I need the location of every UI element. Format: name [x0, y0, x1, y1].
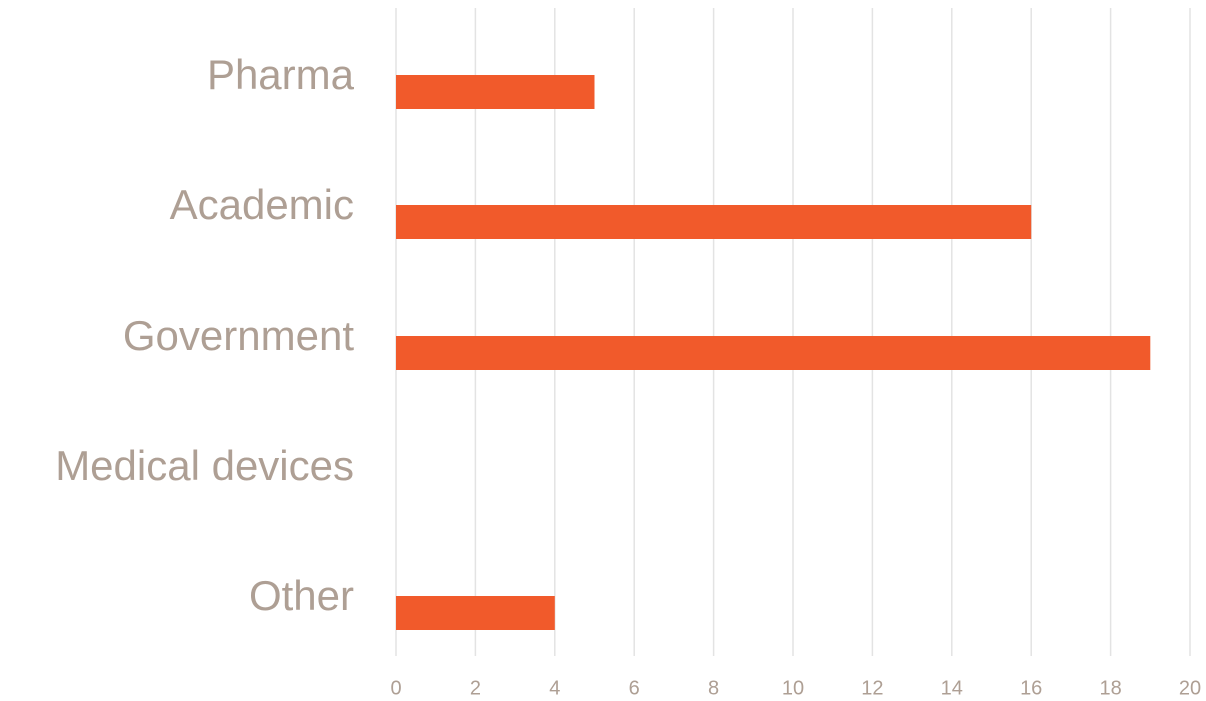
tick-label-20: 20: [1179, 677, 1201, 699]
tick-label-12: 12: [861, 677, 883, 699]
bar-academic: [396, 205, 1032, 239]
tick-label-6: 6: [629, 677, 640, 699]
tick-label-2: 2: [470, 677, 481, 699]
x-axis-tick-labels: 0 2 4 6 8 10 12 14 16 18 20: [390, 677, 1201, 699]
bar-other: [396, 596, 555, 630]
bar-pharma: [396, 75, 595, 109]
category-label-medical-devices: Medical devices: [55, 442, 354, 489]
category-label-other: Other: [249, 572, 354, 619]
tick-label-0: 0: [390, 677, 401, 699]
category-label-pharma: Pharma: [207, 51, 355, 98]
tick-label-14: 14: [941, 677, 963, 699]
category-labels: Pharma Academic Government Medical devices O…: [55, 51, 354, 619]
tick-label-4: 4: [549, 677, 560, 699]
tick-label-10: 10: [782, 677, 804, 699]
bar-government: [396, 336, 1151, 370]
tick-label-8: 8: [708, 677, 719, 699]
tick-label-18: 18: [1099, 677, 1121, 699]
tick-label-16: 16: [1020, 677, 1042, 699]
category-label-government: Government: [123, 312, 354, 359]
bars: [396, 75, 1151, 630]
gridlines: [395, 8, 1191, 656]
category-label-academic: Academic: [170, 181, 354, 228]
